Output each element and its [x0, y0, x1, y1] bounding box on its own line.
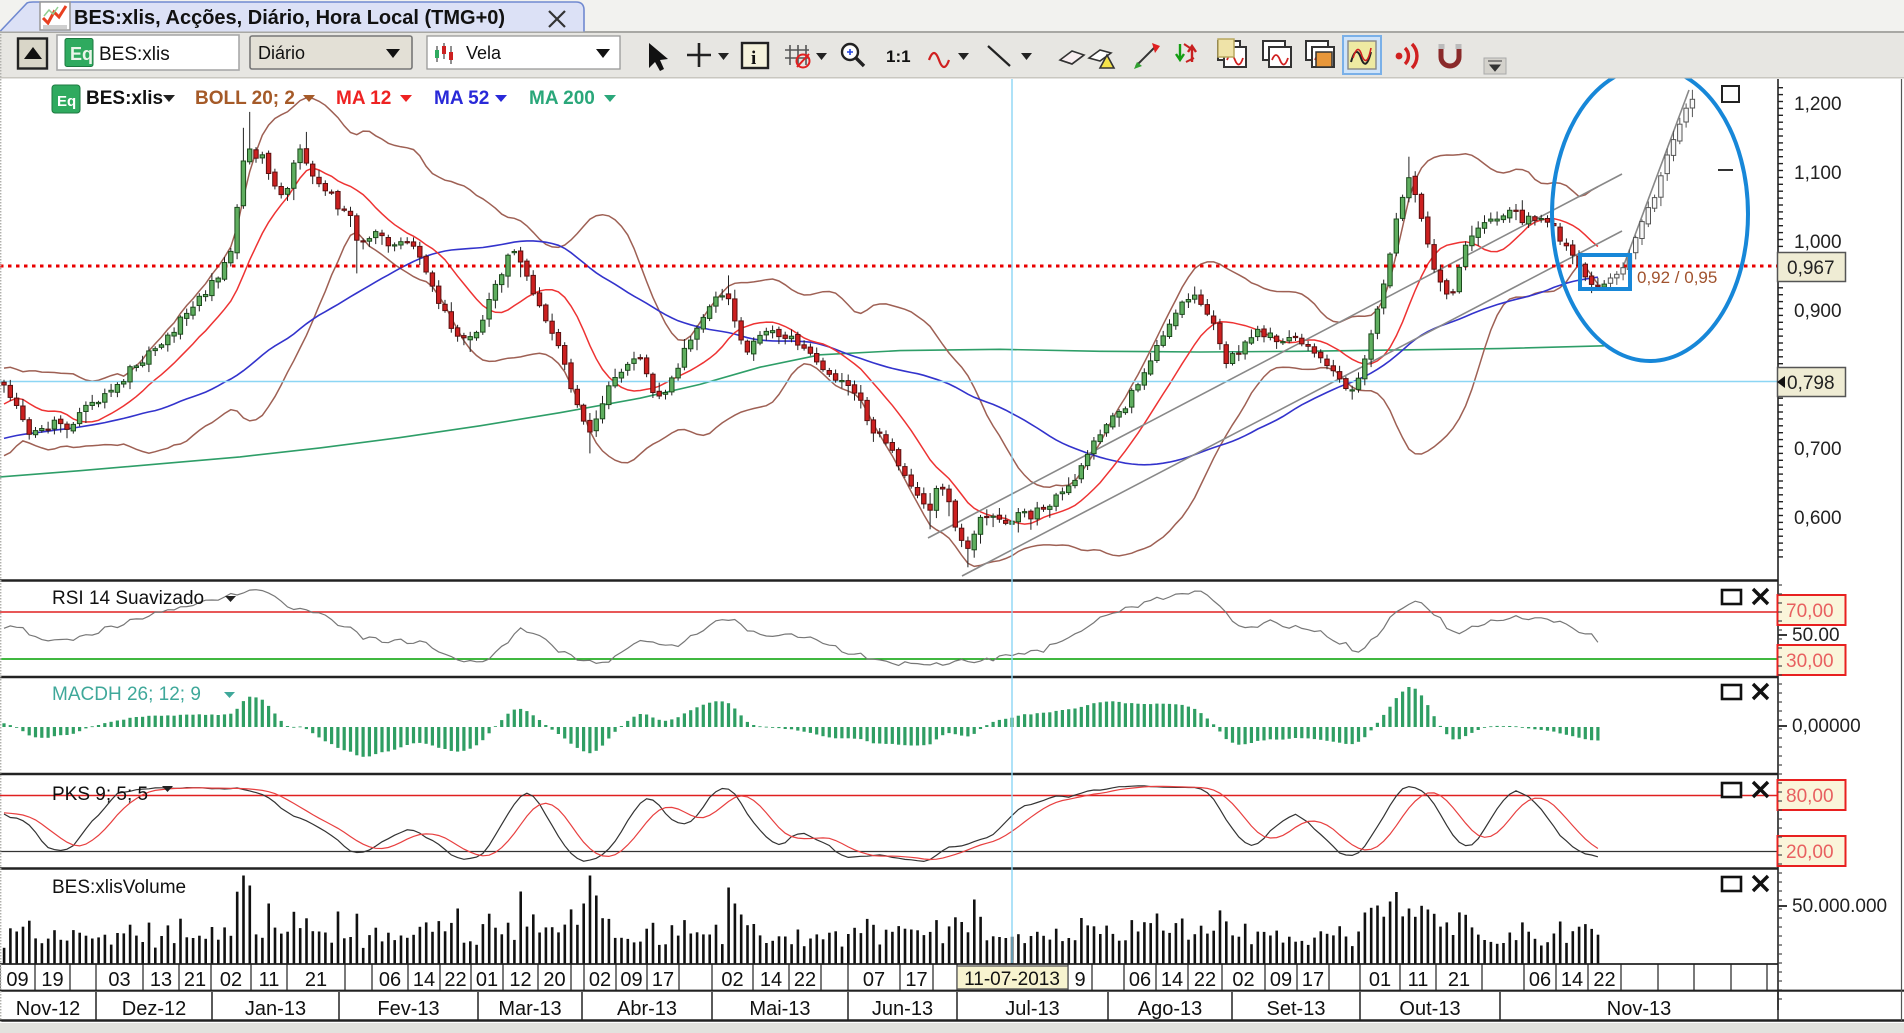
svg-text:09: 09	[1270, 969, 1292, 991]
svg-text:07: 07	[863, 969, 885, 991]
svg-text:i: i	[751, 48, 756, 69]
svg-text:Out-13: Out-13	[1399, 998, 1460, 1020]
svg-text:BOLL 20; 2: BOLL 20; 2	[195, 88, 295, 109]
svg-text:01: 01	[1369, 969, 1391, 991]
svg-text:14: 14	[1161, 969, 1183, 991]
svg-text:17: 17	[1302, 969, 1324, 991]
svg-text:MACDH 26; 12; 9: MACDH 26; 12; 9	[52, 684, 201, 705]
svg-text:1,100: 1,100	[1794, 163, 1842, 184]
svg-text:03: 03	[108, 969, 130, 991]
svg-text:0,900: 0,900	[1794, 301, 1842, 322]
svg-text:11-07-2013: 11-07-2013	[964, 969, 1060, 990]
svg-text:17: 17	[652, 969, 674, 991]
svg-text:0,798: 0,798	[1787, 373, 1835, 394]
svg-text:Diário: Diário	[258, 43, 305, 63]
svg-text:19: 19	[41, 969, 63, 991]
svg-text:13: 13	[150, 969, 172, 991]
svg-text:09: 09	[620, 969, 642, 991]
svg-text:RSI 14 Suavizado: RSI 14 Suavizado	[52, 588, 204, 609]
svg-text:BES:xlis, Acções, Diário, Hora: BES:xlis, Acções, Diário, Hora Local (TM…	[74, 7, 505, 29]
svg-text:Mar-13: Mar-13	[498, 998, 561, 1020]
svg-text:Eq: Eq	[70, 44, 93, 64]
svg-text:0,700: 0,700	[1794, 439, 1842, 460]
svg-text:09: 09	[6, 969, 28, 991]
svg-text:1,200: 1,200	[1794, 94, 1842, 115]
svg-text:70,00: 70,00	[1786, 601, 1834, 622]
svg-text:MA 12: MA 12	[336, 88, 391, 109]
svg-text:0,00000: 0,00000	[1792, 716, 1861, 737]
svg-text:0,600: 0,600	[1794, 508, 1842, 529]
svg-text:0,967: 0,967	[1787, 258, 1835, 279]
svg-text:Eq: Eq	[57, 93, 76, 110]
svg-text:14: 14	[760, 969, 782, 991]
svg-text:Dez-12: Dez-12	[122, 998, 186, 1020]
svg-text:Fev-13: Fev-13	[377, 998, 439, 1020]
svg-text:01: 01	[476, 969, 498, 991]
svg-text:1,000: 1,000	[1794, 232, 1842, 253]
svg-text:21: 21	[184, 969, 206, 991]
svg-text:9: 9	[1074, 969, 1085, 991]
svg-text:Jan-13: Jan-13	[245, 998, 306, 1020]
svg-text:12: 12	[509, 969, 531, 991]
svg-text:21: 21	[305, 969, 327, 991]
svg-text:80,00: 80,00	[1786, 786, 1834, 807]
svg-text:BES:xlis: BES:xlis	[99, 44, 170, 65]
svg-text:50.000.000: 50.000.000	[1792, 896, 1887, 917]
svg-text:BES:xlisVolume: BES:xlisVolume	[52, 877, 186, 898]
svg-text:Nov-13: Nov-13	[1607, 998, 1671, 1020]
svg-text:02: 02	[589, 969, 611, 991]
svg-text:Nov-12: Nov-12	[16, 998, 80, 1020]
svg-text:06: 06	[379, 969, 401, 991]
svg-text:Jul-13: Jul-13	[1005, 998, 1059, 1020]
svg-text:30,00: 30,00	[1786, 651, 1834, 672]
svg-text:22: 22	[1194, 969, 1216, 991]
svg-text:50.00: 50.00	[1792, 625, 1840, 646]
svg-text:BES:xlis: BES:xlis	[86, 88, 163, 109]
svg-text:Vela: Vela	[466, 43, 502, 63]
svg-text:22: 22	[444, 969, 466, 991]
svg-text:02: 02	[1232, 969, 1254, 991]
svg-text:14: 14	[1561, 969, 1583, 991]
svg-text:MA 200: MA 200	[529, 88, 595, 109]
svg-text:Ago-13: Ago-13	[1138, 998, 1203, 1020]
svg-text:21: 21	[1448, 969, 1470, 991]
svg-text:06: 06	[1529, 969, 1551, 991]
svg-text:22: 22	[1593, 969, 1615, 991]
svg-text:02: 02	[721, 969, 743, 991]
svg-text:11: 11	[259, 969, 280, 991]
svg-text:MA 52: MA 52	[434, 88, 489, 109]
svg-text:02: 02	[220, 969, 242, 991]
svg-text:0,92 / 0,95: 0,92 / 0,95	[1637, 268, 1717, 287]
svg-text:20,00: 20,00	[1786, 842, 1834, 863]
svg-text:11: 11	[1408, 969, 1429, 991]
svg-text:Abr-13: Abr-13	[617, 998, 677, 1020]
svg-text:PKS 9; 5; 5: PKS 9; 5; 5	[52, 784, 148, 805]
svg-text:Mai-13: Mai-13	[749, 998, 810, 1020]
svg-text:Jun-13: Jun-13	[872, 998, 933, 1020]
svg-text:20: 20	[543, 969, 565, 991]
svg-text:1:1: 1:1	[886, 47, 911, 66]
svg-text:Set-13: Set-13	[1267, 998, 1326, 1020]
svg-text:06: 06	[1129, 969, 1151, 991]
svg-text:14: 14	[413, 969, 435, 991]
svg-text:17: 17	[905, 969, 927, 991]
svg-text:22: 22	[794, 969, 816, 991]
